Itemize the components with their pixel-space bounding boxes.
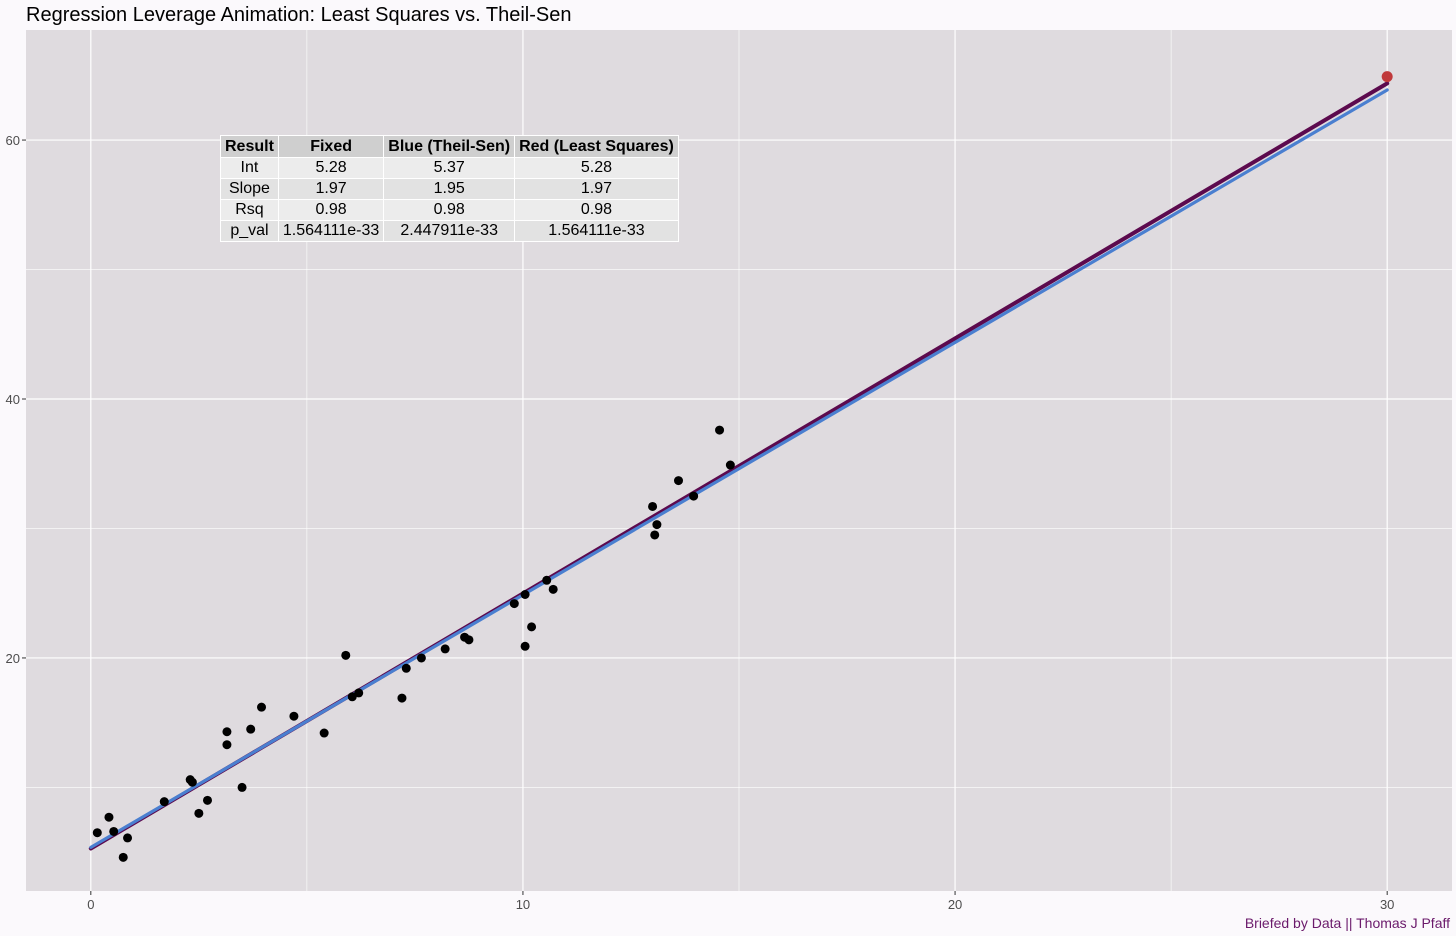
regression-lines [88,81,1390,851]
data-point [257,702,267,712]
y-tick-label: 20 [6,651,20,666]
data-point [509,599,519,609]
table-header-cell: Red (Least Squares) [514,135,679,158]
data-point [159,797,169,807]
table-header-cell: Blue (Theil-Sen) [383,135,516,158]
table-header-cell: Fixed [277,135,385,158]
data-point [341,650,351,660]
data-point [202,795,212,805]
data-point [725,460,735,470]
data-point [416,653,426,663]
results-table-header: Result Fixed Blue (Theil-Sen) Red (Least… [220,135,679,158]
data-point [542,575,552,585]
data-point [187,777,197,787]
x-tick-label: 0 [87,897,94,912]
table-row: Int 5.28 5.37 5.28 [220,157,679,179]
chart-title: Regression Leverage Animation: Least Squ… [26,4,572,26]
theil-sen-line [89,88,1389,849]
data-point [104,812,114,822]
data-point [527,622,537,632]
y-tick-label: 40 [6,392,20,407]
table-cell: 0.98 [383,199,516,221]
data-point [520,590,530,600]
data-point [650,530,660,540]
chart-caption: Briefed by Data || Thomas J Pfaff [1244,915,1450,931]
table-cell: 5.28 [277,157,385,179]
table-cell: 1.564111e-33 [277,220,385,242]
data-point [464,635,474,645]
table-cell: 2.447911e-33 [383,220,516,242]
x-tick-label: 10 [516,897,530,912]
table-cell: Rsq [220,199,279,221]
data-point [123,833,133,843]
data-point [289,711,299,721]
leverage-point [1381,71,1393,83]
table-cell: 0.98 [514,199,679,221]
data-point [347,692,357,702]
data-point [674,476,684,486]
data-point [222,727,232,737]
table-row: Slope 1.97 1.95 1.97 [220,178,679,200]
data-point [397,693,407,703]
data-point [548,584,558,594]
table-cell: 0.98 [277,199,385,221]
table-cell: 5.28 [514,157,679,179]
data-point [194,808,204,818]
table-cell: p_val [220,220,279,242]
data-point [520,641,530,651]
table-cell: 1.95 [383,178,516,200]
data-point [92,828,102,838]
data-points [92,71,1393,862]
data-point [109,826,119,836]
table-cell: 5.37 [383,157,516,179]
table-row: Rsq 0.98 0.98 0.98 [220,199,679,221]
data-point [354,688,364,698]
x-tick-label: 20 [948,897,962,912]
data-point [440,644,450,654]
data-point [715,425,725,435]
table-header-cell: Result [220,135,279,158]
table-cell: 1.97 [514,178,679,200]
data-point [246,724,256,734]
data-point [401,663,411,673]
table-cell: 1.97 [277,178,385,200]
table-cell: Slope [220,178,279,200]
data-point [118,852,128,862]
y-tick-label: 60 [6,133,20,148]
data-point [222,740,232,750]
axis-ticks: 0 10 20 30 20 40 60 [6,133,1395,912]
data-point [689,491,699,501]
data-point [237,782,247,792]
data-point [652,520,662,530]
table-cell: Int [220,157,279,179]
data-point [319,728,329,738]
results-table: Result Fixed Blue (Theil-Sen) Red (Least… [220,135,679,242]
table-cell: 1.564111e-33 [514,220,679,242]
data-point [648,501,658,511]
table-row: p_val 1.564111e-33 2.447911e-33 1.564111… [220,220,679,242]
x-tick-label: 30 [1380,897,1394,912]
